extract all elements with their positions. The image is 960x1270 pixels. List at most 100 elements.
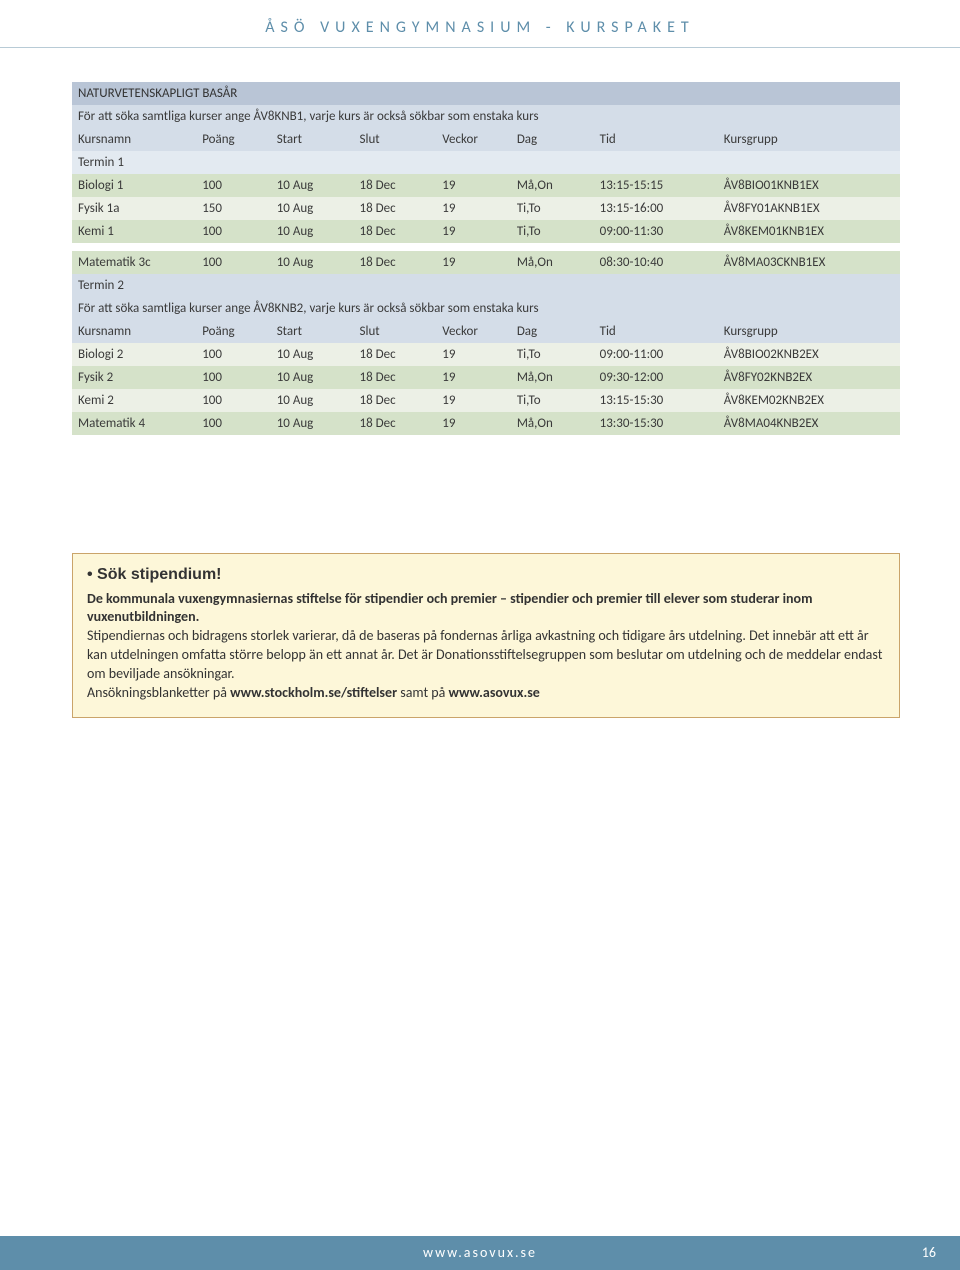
cell: 19 — [436, 197, 511, 220]
term1-label: Termin 1 — [72, 151, 900, 174]
col-dag: Dag — [511, 320, 594, 343]
cell: 100 — [196, 174, 271, 197]
table-title-row: NATURVETENSKAPLIGT BASÅR — [72, 82, 900, 105]
cell: 100 — [196, 343, 271, 366]
cell: 09:00-11:30 — [594, 220, 718, 243]
cell: ÅV8FY01AKNB1EX — [718, 197, 900, 220]
cell: ÅV8FY02KNB2EX — [718, 366, 900, 389]
cell: 19 — [436, 366, 511, 389]
cell: 10 Aug — [271, 412, 354, 435]
col-start: Start — [271, 320, 354, 343]
table-note-1: För att söka samtliga kurser ange ÅV8KNB… — [72, 105, 900, 128]
footer-page-number: 16 — [922, 1244, 936, 1261]
course-table: NATURVETENSKAPLIGT BASÅR För att söka sa… — [72, 82, 900, 435]
cell: 13:15-15:15 — [594, 174, 718, 197]
cell: ÅV8MA04KNB2EX — [718, 412, 900, 435]
cell: Biologi 1 — [72, 174, 196, 197]
col-kursnamn: Kursnamn — [72, 320, 196, 343]
cell: 18 Dec — [354, 412, 437, 435]
table-note-2: För att söka samtliga kurser ange ÅV8KNB… — [72, 297, 900, 320]
cell: 19 — [436, 251, 511, 274]
cell: 09:30-12:00 — [594, 366, 718, 389]
cell: Må,On — [511, 366, 594, 389]
footer-url: www.asovux.se — [423, 1244, 537, 1261]
cell: 19 — [436, 220, 511, 243]
term2-row: Termin 2 — [72, 274, 900, 297]
col-tid: Tid — [594, 320, 718, 343]
cell: Kemi 2 — [72, 389, 196, 412]
cell: 19 — [436, 343, 511, 366]
callout-line3-pre: Ansökningsblanketter på — [87, 684, 230, 701]
cell: Ti,To — [511, 389, 594, 412]
col-tid: Tid — [594, 128, 718, 151]
cell: 100 — [196, 366, 271, 389]
col-poang: Poäng — [196, 320, 271, 343]
cell: 18 Dec — [354, 197, 437, 220]
col-veckor: Veckor — [436, 320, 511, 343]
cell: 18 Dec — [354, 343, 437, 366]
cell: ÅV8KEM02KNB2EX — [718, 389, 900, 412]
cell: 18 Dec — [354, 366, 437, 389]
cell: 10 Aug — [271, 389, 354, 412]
cell: Matematik 3c — [72, 251, 196, 274]
col-start: Start — [271, 128, 354, 151]
cell: Må,On — [511, 412, 594, 435]
callout-line1: De kommunala vuxengymnasiernas stiftelse… — [87, 590, 812, 626]
callout-link1: www.stockholm.se/stiftelser — [230, 684, 397, 701]
callout-link2: www.asovux.se — [449, 684, 540, 701]
cell: 09:00-11:00 — [594, 343, 718, 366]
cell: 10 Aug — [271, 251, 354, 274]
content-area: NATURVETENSKAPLIGT BASÅR För att söka sa… — [0, 48, 960, 435]
callout-line2: Stipendiernas och bidragens storlek vari… — [87, 627, 882, 682]
callout-title: Sök stipendium! — [87, 564, 885, 586]
cell: Må,On — [511, 174, 594, 197]
stipend-callout: Sök stipendium! De kommunala vuxengymnas… — [72, 553, 900, 718]
cell: Fysik 2 — [72, 366, 196, 389]
table-row: Kemi 110010 Aug18 Dec19Ti,To09:00-11:30Å… — [72, 220, 900, 243]
table-columns-row-2: Kursnamn Poäng Start Slut Veckor Dag Tid… — [72, 320, 900, 343]
cell: 18 Dec — [354, 220, 437, 243]
page-header: ÅSÖ VUXENGYMNASIUM - KURSPAKET — [0, 0, 960, 48]
cell: 100 — [196, 412, 271, 435]
gap-row — [72, 243, 900, 251]
cell: Ti,To — [511, 343, 594, 366]
col-slut: Slut — [354, 128, 437, 151]
cell: ÅV8BIO02KNB2EX — [718, 343, 900, 366]
cell: ÅV8BIO01KNB1EX — [718, 174, 900, 197]
cell: 10 Aug — [271, 220, 354, 243]
cell: ÅV8MA03CKNB1EX — [718, 251, 900, 274]
col-dag: Dag — [511, 128, 594, 151]
cell: 13:30-15:30 — [594, 412, 718, 435]
cell: 19 — [436, 174, 511, 197]
cell: Biologi 2 — [72, 343, 196, 366]
cell: ÅV8KEM01KNB1EX — [718, 220, 900, 243]
cell: 13:15-16:00 — [594, 197, 718, 220]
table-columns-row: Kursnamn Poäng Start Slut Veckor Dag Tid… — [72, 128, 900, 151]
page-footer: www.asovux.se 16 — [0, 1236, 960, 1270]
table-row: Biologi 110010 Aug18 Dec19Må,On13:15-15:… — [72, 174, 900, 197]
table-row: Biologi 210010 Aug18 Dec19Ti,To09:00-11:… — [72, 343, 900, 366]
cell: 10 Aug — [271, 197, 354, 220]
cell: 18 Dec — [354, 389, 437, 412]
cell: 08:30-10:40 — [594, 251, 718, 274]
col-veckor: Veckor — [436, 128, 511, 151]
table-note2-row: För att söka samtliga kurser ange ÅV8KNB… — [72, 297, 900, 320]
table-note-row: För att söka samtliga kurser ange ÅV8KNB… — [72, 105, 900, 128]
callout-line3-mid: samt på — [397, 684, 448, 701]
cell: Matematik 4 — [72, 412, 196, 435]
cell: 13:15-15:30 — [594, 389, 718, 412]
table-row: Matematik 3c10010 Aug18 Dec19Må,On08:30-… — [72, 251, 900, 274]
callout-body: De kommunala vuxengymnasiernas stiftelse… — [87, 590, 885, 703]
table-row: Fysik 1a15010 Aug18 Dec19Ti,To13:15-16:0… — [72, 197, 900, 220]
col-kursnamn: Kursnamn — [72, 128, 196, 151]
col-kursgrupp: Kursgrupp — [718, 128, 900, 151]
term2-label: Termin 2 — [72, 274, 900, 297]
cell: Ti,To — [511, 197, 594, 220]
table-row: Kemi 210010 Aug18 Dec19Ti,To13:15-15:30Å… — [72, 389, 900, 412]
cell: Fysik 1a — [72, 197, 196, 220]
cell: Ti,To — [511, 220, 594, 243]
table-title: NATURVETENSKAPLIGT BASÅR — [72, 82, 900, 105]
cell: 10 Aug — [271, 174, 354, 197]
cell: 150 — [196, 197, 271, 220]
cell: 19 — [436, 412, 511, 435]
